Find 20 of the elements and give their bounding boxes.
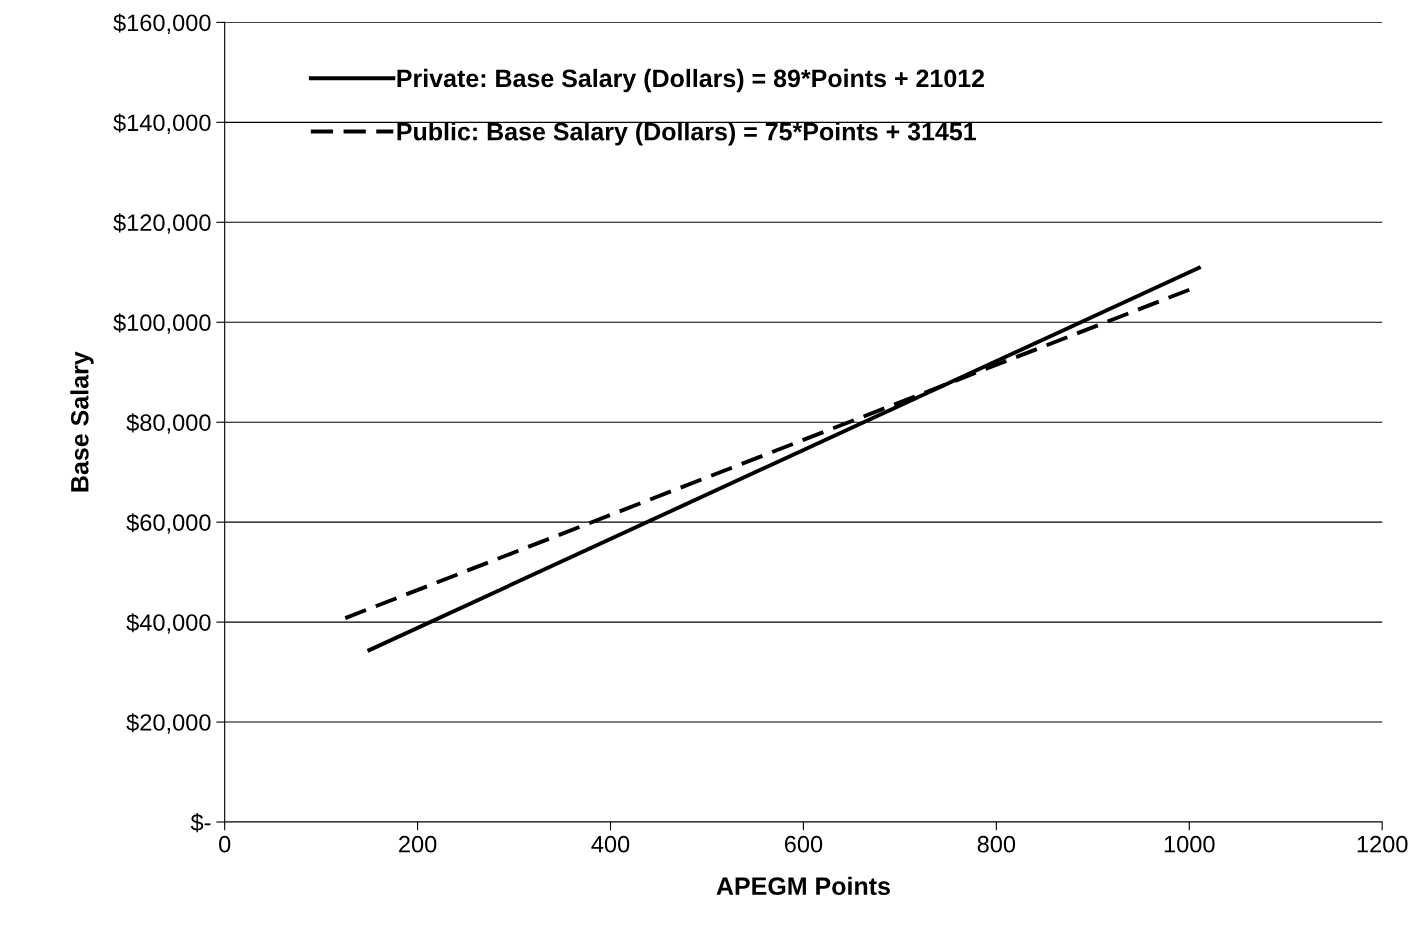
legend-label: Public: Base Salary (Dollars) = 75*Points + 31451 (397, 122, 976, 146)
y-tick-label: $- (190, 813, 211, 833)
y-tick-label: $80,000 (126, 413, 211, 434)
y-tick-label: $40,000 (126, 613, 211, 634)
x-tick-label: 200 (399, 835, 437, 853)
y-tick-label: $120,000 (113, 213, 211, 234)
x-tick-label: 400 (591, 835, 630, 853)
x-axis-title: APEGM Points (716, 876, 890, 896)
legend-label: Private: Base Salary (Dollars) = 89*Points + 21012 (397, 68, 985, 93)
x-tick-label: 1200 (1357, 835, 1408, 853)
y-tick-label: $60,000 (126, 513, 211, 534)
y-tick-label: $140,000 (113, 113, 211, 134)
x-tick-label: 600 (784, 835, 823, 853)
x-tick-label: 0 (219, 835, 231, 853)
y-axis-title: Base Salary (70, 351, 94, 492)
y-tick-label: $100,000 (113, 313, 211, 334)
y-tick-label: $20,000 (126, 713, 211, 734)
x-tick-label: 800 (977, 835, 1016, 853)
x-tick-label: 1000 (1164, 835, 1215, 853)
y-tick-label: $160,000 (113, 13, 211, 34)
